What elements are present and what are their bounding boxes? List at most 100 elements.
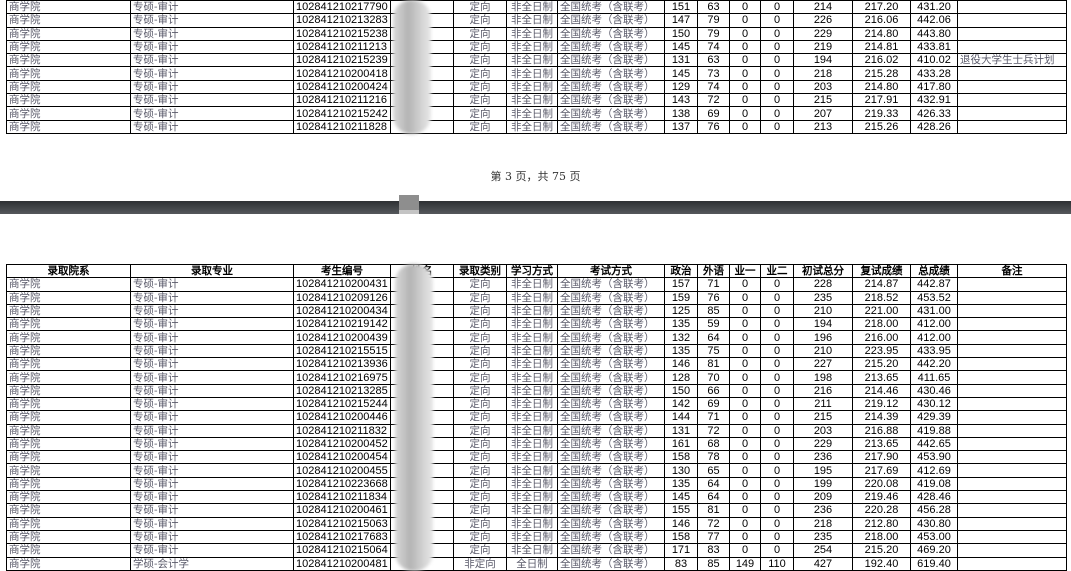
column-header: 外语 [697,263,730,279]
cell-13: 433.28 [910,66,958,81]
cell-4: 定向 [453,277,507,292]
cell-2: 102841210215063 [293,516,391,531]
cell-1: 专硕-审计 [130,53,294,68]
cell-0: 商学院 [6,119,131,134]
cell-5: 非全日制 [506,277,558,292]
cell-13: 453.90 [910,450,958,465]
cell-5: 非全日制 [506,436,558,452]
cell-6: 全国统考（含联考） [557,290,665,305]
cell-7: 145 [664,39,698,55]
cell-13: 417.80 [910,79,958,95]
cell-0: 商学院 [6,476,131,492]
cell-2: 102841210211832 [293,423,391,438]
cell-13: 428.46 [910,490,958,505]
cell-6: 全国统考（含联考） [557,450,665,465]
cell-9: 0 [729,410,761,425]
cell-6: 全国统考（含联考） [557,66,665,81]
cell-9: 0 [729,277,761,292]
cell-13: 431.20 [910,0,958,15]
cell-6: 全国统考（含联考） [557,277,665,292]
table-row: 商学院 专硕-审计 102841210215242 定向 非全日制 全国统考（含联考） 13… [6,106,1067,121]
cell-8: 65 [697,463,730,478]
table-row: 商学院 专硕-审计 102841210217683 定向 非全日制 全国统考（含联考） 15… [6,529,1067,545]
cell-11: 236 [793,450,853,465]
cell-1: 专硕-审计 [130,370,294,385]
cell-9: 0 [729,423,761,438]
cell-7: 130 [664,463,698,478]
cell-10: 0 [760,490,794,505]
cell-10: 0 [760,463,794,478]
cell-12: 219.46 [852,490,911,505]
cell-9: 0 [729,357,761,372]
cell-7: 144 [664,410,698,425]
cell-12: 213.65 [852,436,911,452]
cell-5: 非全日制 [506,317,558,332]
table-row: 商学院 专硕-审计 102841210213283 定向 非全日制 全国统考（含联考） 14… [6,13,1067,28]
cell-0: 商学院 [6,543,131,558]
cell-1: 专硕-审计 [130,529,294,545]
cell-1: 专硕-审计 [130,93,294,108]
cell-10: 0 [760,343,794,359]
cell-5: 非全日制 [506,423,558,438]
page-indicator: 第 3 页，共 75 页 [490,170,581,183]
cell-10: 0 [760,277,794,292]
cell-11: 210 [793,343,853,359]
cell-7: 135 [664,317,698,332]
cell-13: 426.33 [910,106,958,121]
cell-14 [957,0,1067,15]
cell-0: 商学院 [6,396,131,412]
cell-14 [957,396,1067,412]
cell-2: 102841210211213 [293,39,391,55]
cell-10: 0 [760,303,794,319]
cell-14 [957,490,1067,505]
cell-13: 433.95 [910,343,958,359]
cell-1: 专硕-审计 [130,343,294,359]
cell-0: 商学院 [6,383,131,398]
cell-0: 商学院 [6,93,131,108]
cell-7: 128 [664,370,698,385]
cell-9: 0 [729,396,761,412]
cell-1: 学硕-会计学 [130,556,294,571]
cell-0: 商学院 [6,343,131,359]
cell-8: 83 [697,543,730,558]
cell-8: 73 [697,66,730,81]
cell-11: 215 [793,410,853,425]
cell-1: 专硕-审计 [130,317,294,332]
cell-7: 146 [664,516,698,531]
cell-5: 非全日制 [506,463,558,478]
cell-4: 定向 [453,53,507,68]
cell-7: 171 [664,543,698,558]
cell-7: 129 [664,79,698,95]
cell-13: 442.20 [910,357,958,372]
cell-0: 商学院 [6,53,131,68]
cell-5: 非全日制 [506,396,558,412]
cell-7: 157 [664,277,698,292]
table-row: 商学院 专硕-审计 102841210213285 定向 非全日制 全国统考（含联考） 15… [6,383,1067,398]
cell-14 [957,450,1067,465]
cell-6: 全国统考（含联考） [557,370,665,385]
cell-9: 0 [729,119,761,134]
cell-8: 66 [697,383,730,398]
table-row: 商学院 专硕-审计 102841210211834 定向 非全日制 全国统考（含联考） 14… [6,490,1067,505]
cell-5: 非全日制 [506,410,558,425]
cell-5: 非全日制 [506,39,558,55]
cell-4: 定向 [453,370,507,385]
cell-5: 非全日制 [506,53,558,68]
redacted-names-blur [393,0,431,134]
cell-14 [957,26,1067,41]
cell-11: 427 [793,556,853,571]
cell-7: 132 [664,330,698,345]
cell-5: 非全日制 [506,503,558,518]
table-row: 商学院 专硕-审计 102841210211828 定向 非全日制 全国统考（含联考） 13… [6,119,1067,134]
cell-11: 227 [793,357,853,372]
cell-11: 195 [793,463,853,478]
table-row: 商学院 专硕-审计 102841210200461 定向 非全日制 全国统考（含联考） 15… [6,503,1067,518]
cell-12: 214.46 [852,383,911,398]
cell-10: 0 [760,330,794,345]
cell-11: 218 [793,516,853,531]
cell-9: 0 [729,476,761,492]
cell-2: 102841210209126 [293,290,391,305]
cell-11: 203 [793,423,853,438]
cell-10: 0 [760,93,794,108]
cell-9: 0 [729,543,761,558]
